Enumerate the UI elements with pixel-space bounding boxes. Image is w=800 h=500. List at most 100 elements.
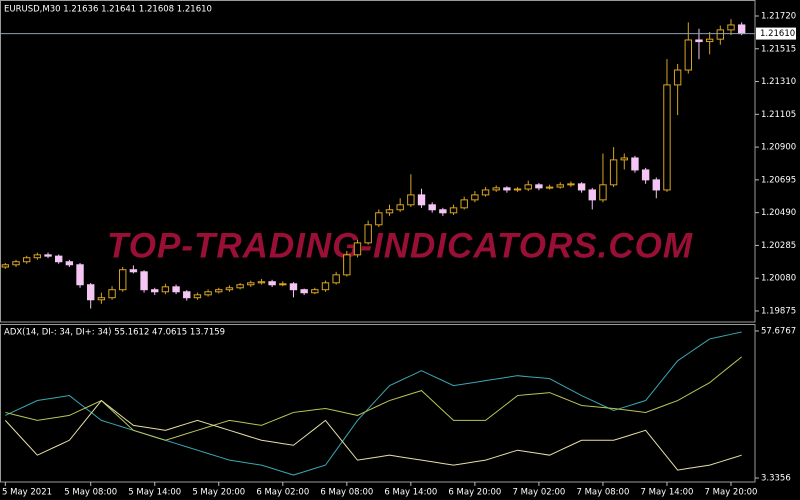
candle-body [22,257,31,263]
y-tick-label: 1.20900 [761,143,796,153]
x-tick-label: 5 May 08:00 [64,488,117,498]
candle-body [289,283,298,291]
y-tick-label: 1.20695 [761,175,796,185]
candle-body [54,255,63,263]
candle-body [119,269,127,291]
candle-body [247,282,255,286]
candle-body [471,194,479,201]
chart-header: EURUSD,M30 1.21636 1.21641 1.21608 1.216… [4,5,212,15]
y-tick-label: 1.19875 [761,306,796,316]
candle-body [428,204,436,211]
y-tick-label: 1.20490 [761,208,796,218]
x-tick-label: 6 May 08:00 [320,488,373,498]
candle-body [87,284,95,301]
candle-body [65,261,74,266]
candle-body [716,29,725,40]
indicator-panel-frame [0,324,756,483]
candle-body [588,189,596,201]
y-tick-label: 1.21515 [761,44,796,54]
candle-body [407,194,415,206]
candle-body [140,271,148,291]
candle-body [599,184,607,201]
candle-body [556,184,564,188]
x-tick-label: 7 May 20:00 [705,488,758,498]
y-tick-label: 1.21310 [761,77,796,87]
candle-body [396,204,404,211]
candle-body [204,291,212,296]
y-tick-label: 1.21105 [761,110,796,120]
candle-body [737,24,746,35]
y-tick-label: 1.21720 [761,11,796,21]
candle-body [353,242,362,256]
x-tick-label: 7 May 14:00 [641,488,694,498]
x-tick-label: 5 May 2021 [2,488,52,498]
candle-body [663,84,671,191]
candle-body [567,183,575,186]
candle-body [620,157,628,161]
candle-body [193,294,202,299]
y-tick-label: 57.6767 [761,326,796,336]
candle-body [321,282,330,291]
price-panel-frame [0,0,756,323]
candle-body [108,289,116,299]
candle-body [33,254,42,259]
candle-body [609,159,618,186]
indicator-line [5,356,742,441]
candle-body [343,254,351,276]
candle-body [225,287,234,291]
candle-body [215,289,223,293]
candle-body [183,291,191,299]
candle-body [12,261,20,266]
indicator-header: ADX(14, DI-: 34, DI+: 34) 55.1612 47.061… [4,328,225,338]
candle-body [1,264,10,268]
candle-body [300,289,308,294]
indicator-line [4,399,742,471]
last-price-box [756,27,796,40]
candle-body [460,199,468,209]
candle-body [503,187,511,191]
candle-body [673,69,682,86]
candle-body [481,189,490,196]
candle-body [236,284,244,289]
candle-body [375,212,383,226]
candle-body [364,224,372,244]
candle-body [129,269,138,273]
candle-body [535,184,543,189]
x-tick-label: 6 May 14:00 [384,488,437,498]
candle-body [695,39,703,43]
y-tick-label: 1.20285 [761,241,796,251]
candle-body [727,24,735,31]
candle-body [449,207,458,214]
candle-body [631,157,639,171]
candle-body [545,186,554,189]
candle-body [257,281,266,284]
candle-body [513,188,522,191]
indicator-line [5,331,742,476]
candle-body [332,274,340,284]
candle-body [311,289,319,294]
candle-body [279,283,287,286]
x-tick-label: 7 May 02:00 [512,488,565,498]
candle-body [268,281,276,286]
x-tick-label: 5 May 14:00 [128,488,181,498]
candle-body [97,297,106,301]
candle-body [172,286,180,293]
candle-body [44,254,52,257]
candle-body [385,209,394,214]
x-tick-label: 7 May 08:00 [576,488,629,498]
candle-body [684,39,693,71]
candle-body [417,194,426,206]
candle-body [577,183,586,191]
candle-body [705,38,714,43]
watermark: TOP-TRADING-INDICATORS.COM [107,226,693,265]
y-tick-label: 3.3356 [761,474,791,484]
candle-body [641,169,650,181]
candle-body [524,184,532,190]
x-tick-label: 6 May 02:00 [256,488,309,498]
x-tick-label: 6 May 20:00 [448,488,501,498]
candle-body [652,179,660,191]
candle-body [439,209,447,214]
candle-body [161,286,170,293]
